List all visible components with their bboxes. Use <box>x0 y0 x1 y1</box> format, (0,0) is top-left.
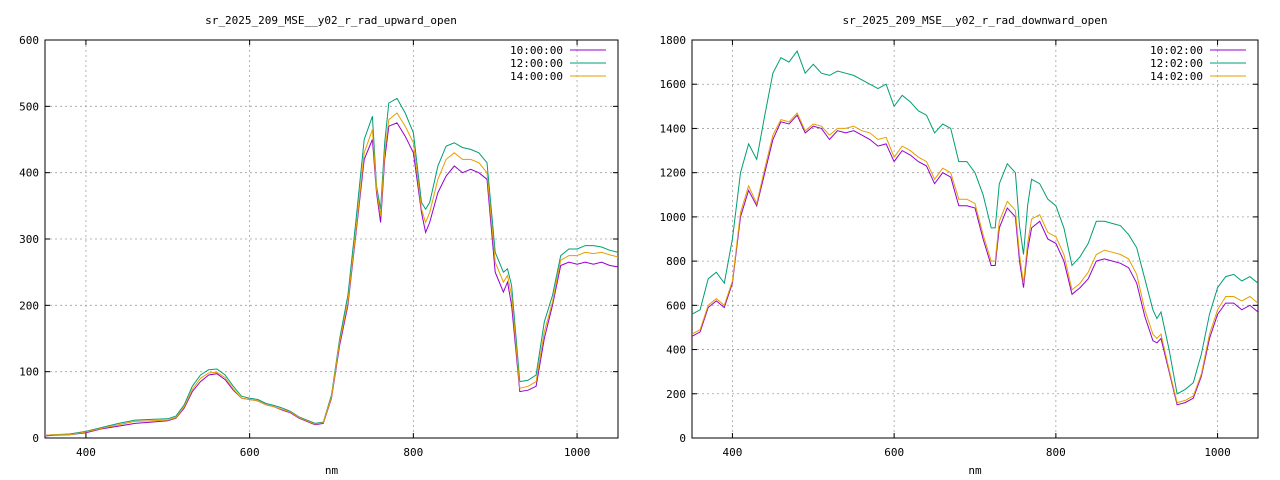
legend-label: 10:00:00 <box>510 44 563 57</box>
y-tick-label: 600 <box>666 299 686 312</box>
y-tick-label: 1200 <box>660 167 687 180</box>
x-axis-label: nm <box>325 464 339 477</box>
x-tick-label: 800 <box>1046 446 1066 459</box>
y-tick-label: 300 <box>19 233 39 246</box>
series-line-12:02:00 <box>692 50 1258 395</box>
chart-panel-2: sr_2025_209_MSE__y02_r_rad_downward_open… <box>660 14 1259 477</box>
legend-label: 14:00:00 <box>510 70 563 83</box>
legend-label: 14:02:00 <box>1150 70 1203 83</box>
chart-title: sr_2025_209_MSE__y02_r_rad_downward_open <box>843 14 1108 27</box>
x-tick-label: 600 <box>240 446 260 459</box>
series-line-10:00:00 <box>45 122 618 437</box>
y-tick-label: 600 <box>19 34 39 47</box>
y-tick-label: 200 <box>19 299 39 312</box>
x-tick-label: 1000 <box>564 446 591 459</box>
series-line-12:00:00 <box>45 97 618 436</box>
y-tick-label: 1400 <box>660 122 687 135</box>
x-tick-label: 400 <box>76 446 96 459</box>
y-tick-label: 100 <box>19 366 39 379</box>
y-tick-label: 400 <box>666 344 686 357</box>
y-tick-label: 800 <box>666 255 686 268</box>
y-tick-label: 200 <box>666 388 686 401</box>
x-tick-label: 600 <box>884 446 904 459</box>
series-line-14:00:00 <box>45 112 618 436</box>
legend-label: 10:02:00 <box>1150 44 1203 57</box>
x-axis-label: nm <box>968 464 982 477</box>
x-tick-label: 1000 <box>1204 446 1231 459</box>
chart-panel-1: sr_2025_209_MSE__y02_r_rad_upward_open 0 1… <box>19 14 619 477</box>
chart-title: sr_2025_209_MSE__y02_r_rad_upward_open <box>205 14 457 27</box>
legend-label: 12:02:00 <box>1150 57 1203 70</box>
y-tick-label: 1000 <box>660 211 687 224</box>
legend-label: 12:00:00 <box>510 57 563 70</box>
y-tick-label: 1800 <box>660 34 687 47</box>
x-tick-label: 800 <box>403 446 423 459</box>
plot-frame <box>691 39 1259 439</box>
y-tick-label: 0 <box>679 432 686 445</box>
y-tick-label: 400 <box>19 167 39 180</box>
y-tick-label: 1600 <box>660 78 687 91</box>
x-tick-label: 400 <box>722 446 742 459</box>
series-line-14:02:00 <box>692 112 1258 404</box>
series-line-10:02:00 <box>692 114 1258 406</box>
y-tick-label: 500 <box>19 100 39 113</box>
y-tick-label: 0 <box>32 432 39 445</box>
